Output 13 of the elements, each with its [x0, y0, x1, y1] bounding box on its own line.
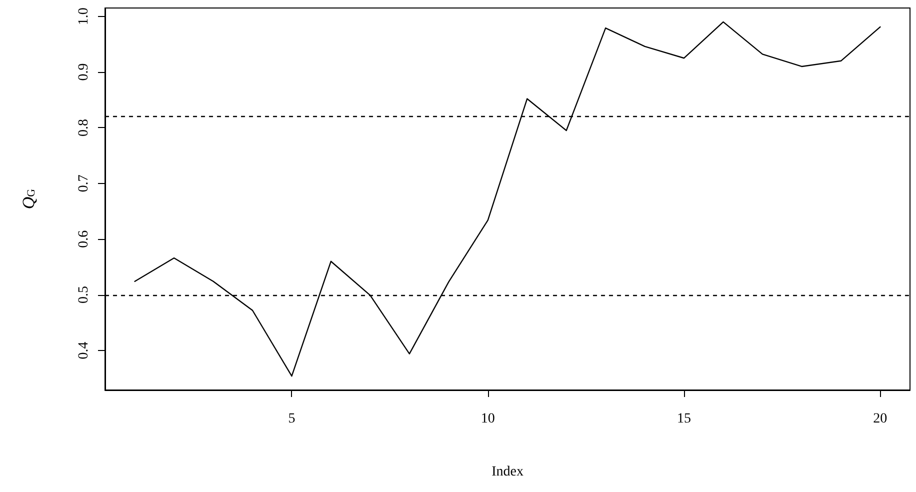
- y-tick-label: 0.4: [76, 342, 92, 360]
- y-tick-label: 0.7: [76, 174, 92, 192]
- y-tick-label: 0.8: [76, 118, 92, 136]
- y-tick-label: 0.6: [76, 230, 92, 248]
- y-tick-label: 0.9: [76, 63, 92, 81]
- y-axis-title: QG: [19, 188, 38, 210]
- y-tick-label: 0.5: [76, 286, 92, 304]
- x-tick-label: 5: [288, 412, 296, 426]
- x-axis-title: Index: [492, 464, 524, 480]
- x-tick-label: 20: [873, 412, 888, 426]
- x-tick-label: 15: [677, 412, 692, 426]
- y-tick-label: 1.0: [76, 8, 92, 26]
- x-tick-label: 10: [480, 412, 495, 426]
